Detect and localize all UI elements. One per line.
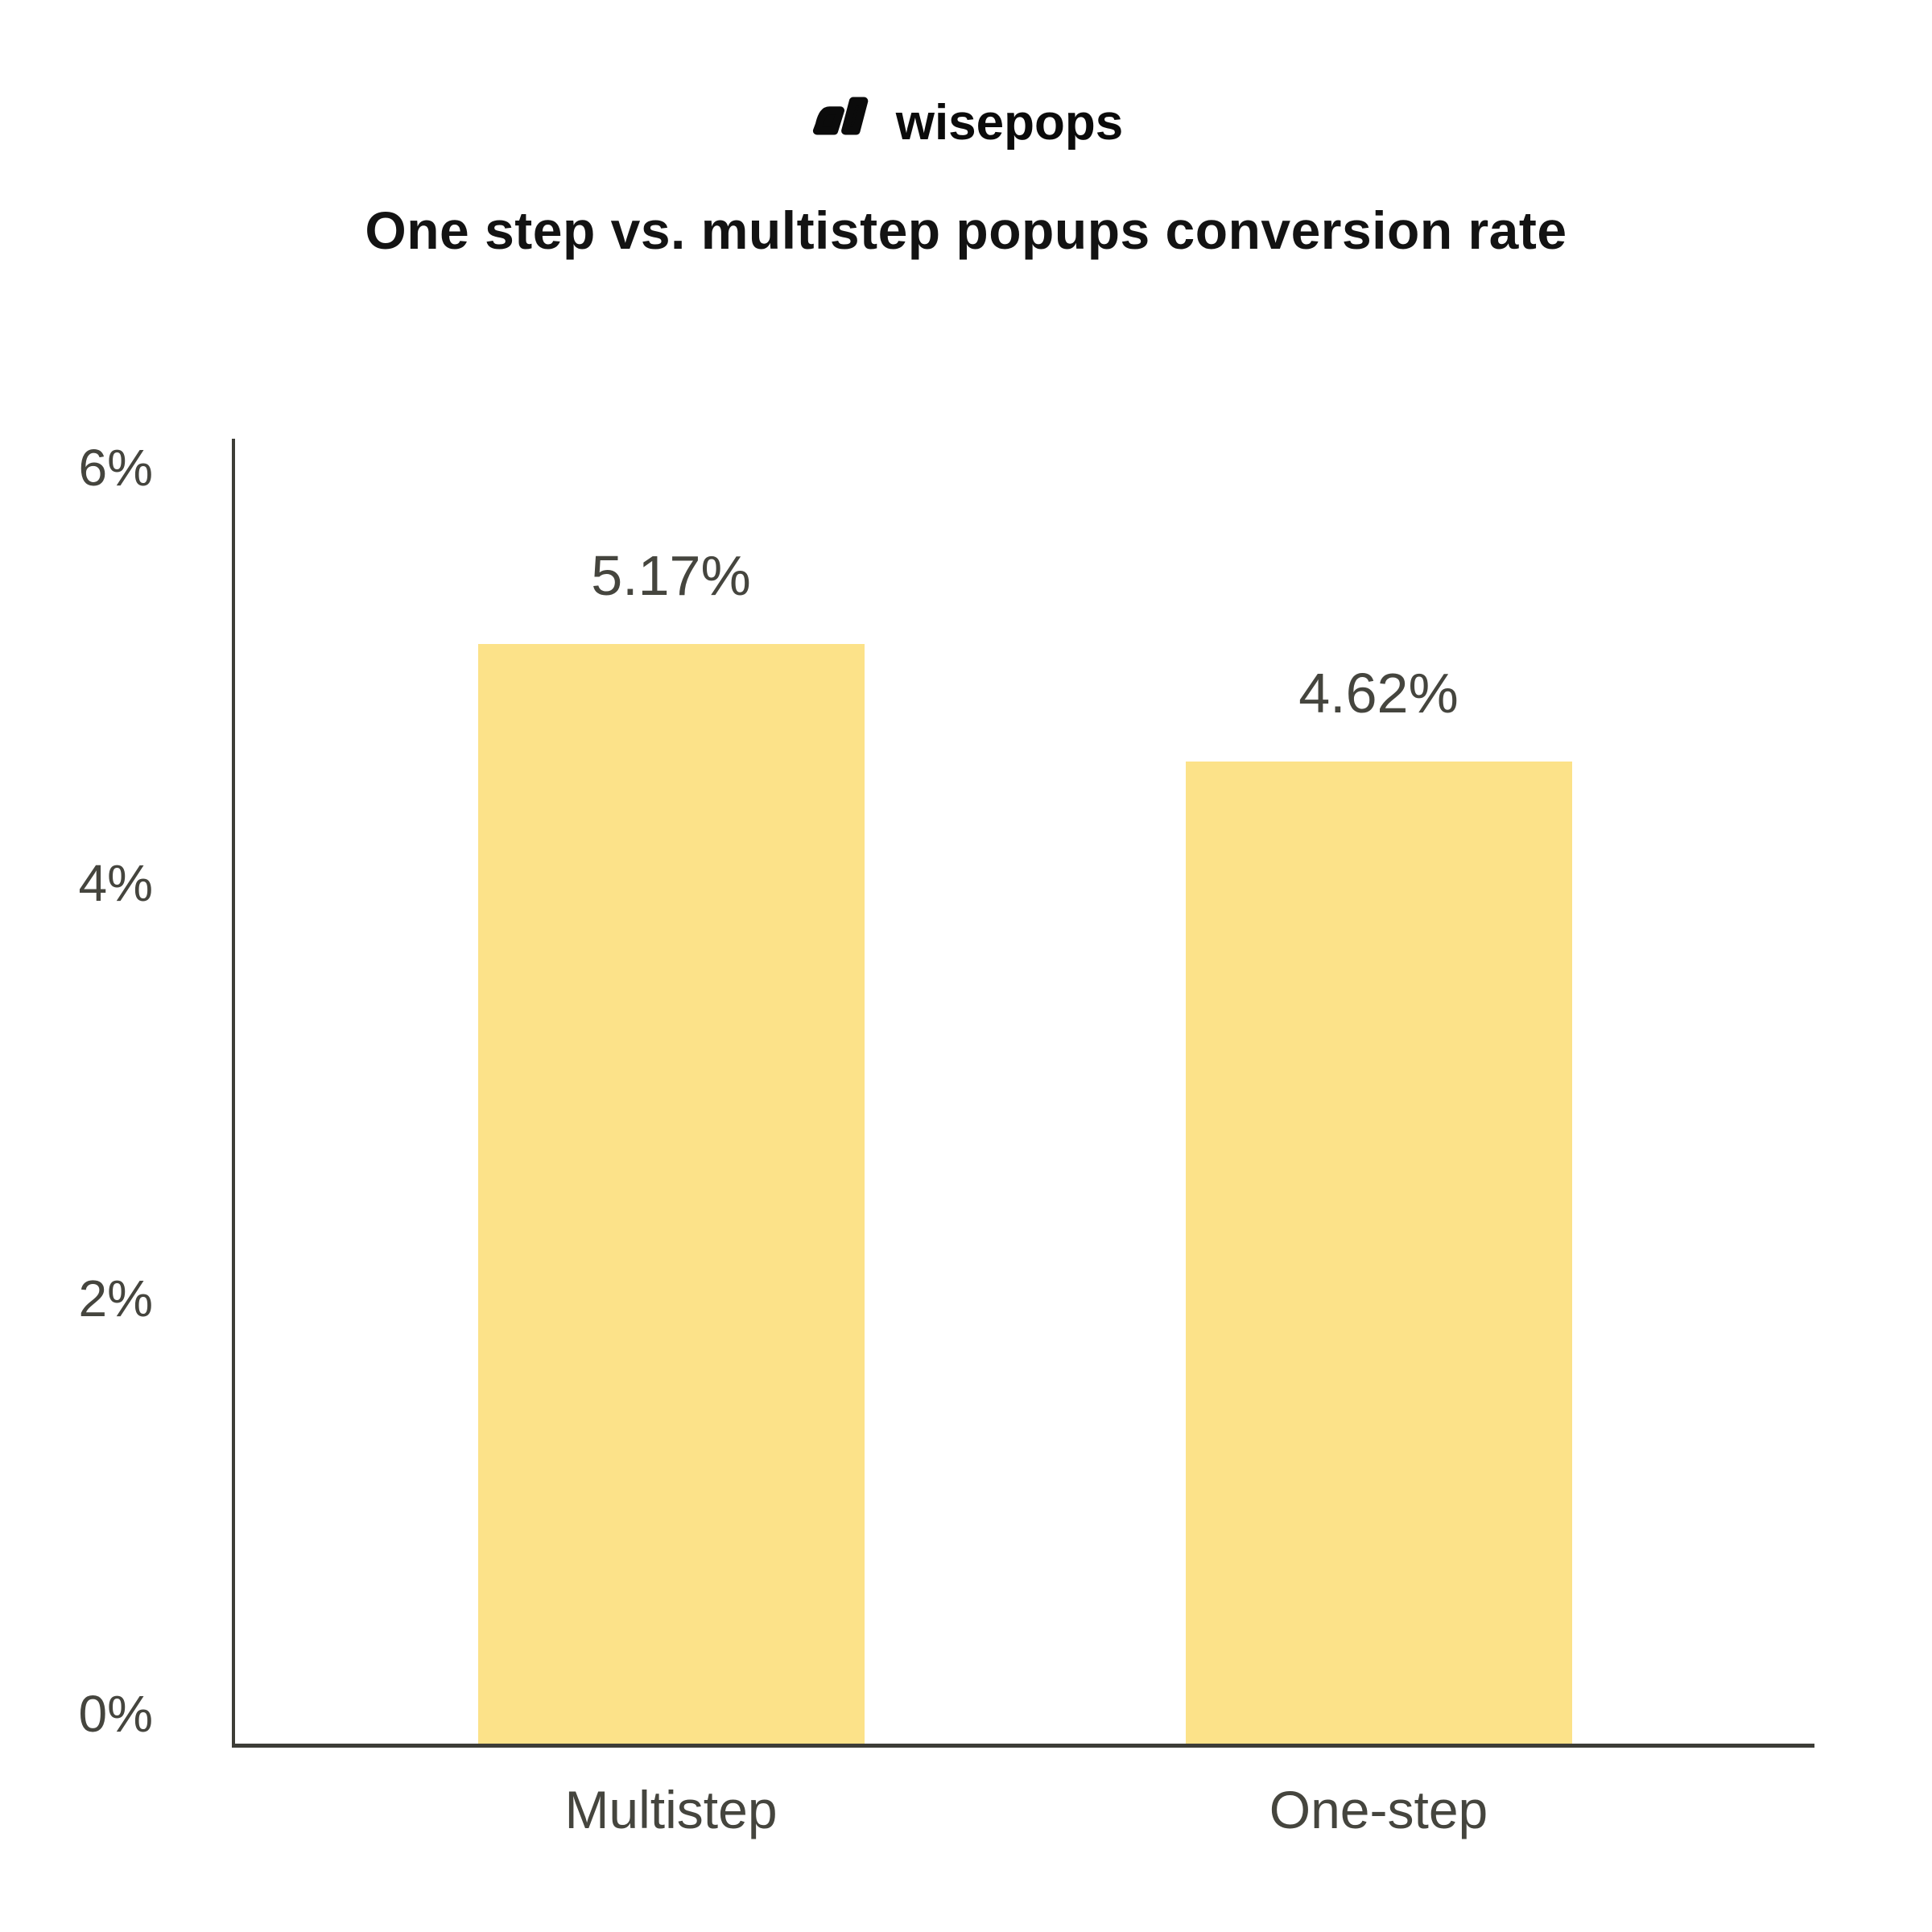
wisepops-logo-icon xyxy=(812,97,869,135)
y-tick-label: 2% xyxy=(78,1269,154,1327)
chart-title: One step vs. multistep popups conversion… xyxy=(365,200,1567,260)
y-axis-tick-labels: 6% 4% 2% 0% xyxy=(32,442,154,1740)
category-label-multistep: Multistep xyxy=(564,1780,778,1839)
bar-value-label: 4.62% xyxy=(1298,661,1459,724)
y-axis-line xyxy=(232,439,235,1747)
y-tick-label: 4% xyxy=(78,853,154,912)
logo-wordmark: wisepops xyxy=(895,95,1124,151)
plot-area: 5.17% 4.62% xyxy=(317,468,1732,1744)
y-tick-label: 6% xyxy=(78,439,154,497)
x-axis-category-labels: Multistep One-step xyxy=(317,1781,1732,1839)
bar-group-multistep: 5.17% xyxy=(317,468,1025,1744)
bar-group-one-step: 4.62% xyxy=(1025,468,1732,1744)
y-tick-label: 0% xyxy=(78,1685,154,1743)
bar-one-step xyxy=(1185,761,1572,1744)
category-label-one-step: One-step xyxy=(1269,1780,1488,1839)
x-axis-line xyxy=(232,1744,1814,1748)
bar-multistep xyxy=(477,644,865,1744)
bar-value-label: 5.17% xyxy=(591,544,751,608)
brand-logo: wisepops xyxy=(0,95,1932,148)
